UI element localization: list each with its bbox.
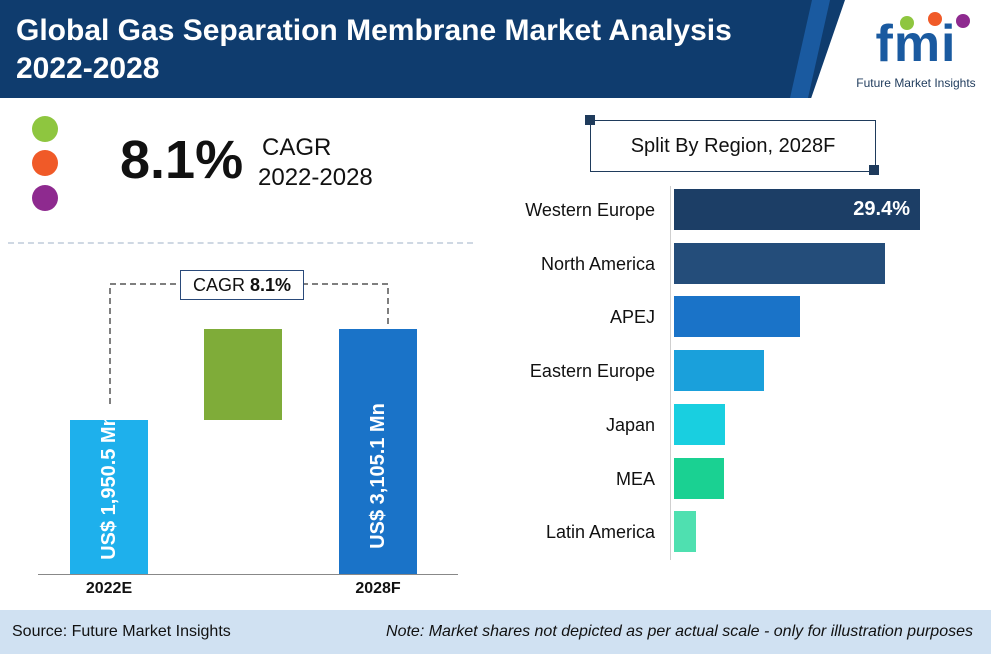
cagr-box: CAGR 8.1% <box>180 270 304 300</box>
cagr-box-label: CAGR <box>192 275 245 295</box>
region-bar <box>674 296 800 338</box>
section-divider <box>8 242 473 244</box>
region-bar <box>674 350 764 392</box>
fmi-logo: fmi Future Market Insights <box>846 8 986 92</box>
bar-2028-label: US$ 3,105.1 Mn <box>367 402 389 549</box>
region-bar: 29.4% <box>674 189 920 230</box>
region-label: Japan <box>605 414 655 435</box>
region-label: North America <box>540 253 655 274</box>
title-banner <box>0 0 845 98</box>
region-axis <box>670 186 671 560</box>
region-bar <box>674 457 724 499</box>
bar-2022 <box>70 420 148 574</box>
bar-2022-label: US$ 1,950.5 Mn <box>98 414 120 560</box>
growth-bar <box>204 329 282 421</box>
cagr-box-value: 8.1% <box>250 275 292 295</box>
x-axis-line <box>38 574 458 575</box>
region-label: APEJ <box>609 307 655 328</box>
logo-dot-green <box>900 16 914 30</box>
region-label: MEA <box>615 468 655 489</box>
region-chart-title: Split By Region, 2028F <box>590 120 876 172</box>
source-text: Source: Future Market Insights <box>12 623 231 640</box>
purple-dot <box>32 185 58 211</box>
region-label: Western Europe <box>525 200 655 220</box>
region-bar-value: 29.4% <box>853 198 910 220</box>
logo-text: fmi <box>875 15 957 73</box>
x-label-2028: 2028F <box>355 580 401 597</box>
logo-dot-purple <box>956 14 970 28</box>
logo-subtitle: Future Market Insights <box>856 76 976 90</box>
bar-2028 <box>339 329 417 574</box>
title-corner-top-left <box>585 115 595 125</box>
x-label-2022: 2022E <box>85 580 133 597</box>
header: Global Gas Separation Membrane Market An… <box>0 0 991 98</box>
region-label: Eastern Europe <box>529 361 655 382</box>
region-bar <box>674 403 725 445</box>
logo-dot-orange <box>928 12 942 26</box>
note-text: Note: Market shares not depicted as per … <box>386 623 973 640</box>
region-bar <box>674 511 696 553</box>
green-dot <box>32 116 58 142</box>
cagr-value: 8.1% <box>120 130 244 190</box>
footer: Source: Future Market Insights Note: Mar… <box>0 610 991 654</box>
cagr-label: CAGR <box>262 134 332 161</box>
orange-dot <box>32 150 58 176</box>
title-corner-bottom-right <box>869 165 879 175</box>
cagr-period: 2022-2028 <box>258 164 373 191</box>
region-label: Latin America <box>545 522 655 543</box>
region-bar <box>674 242 885 284</box>
page-title: Global Gas Separation Membrane Market An… <box>16 14 732 85</box>
